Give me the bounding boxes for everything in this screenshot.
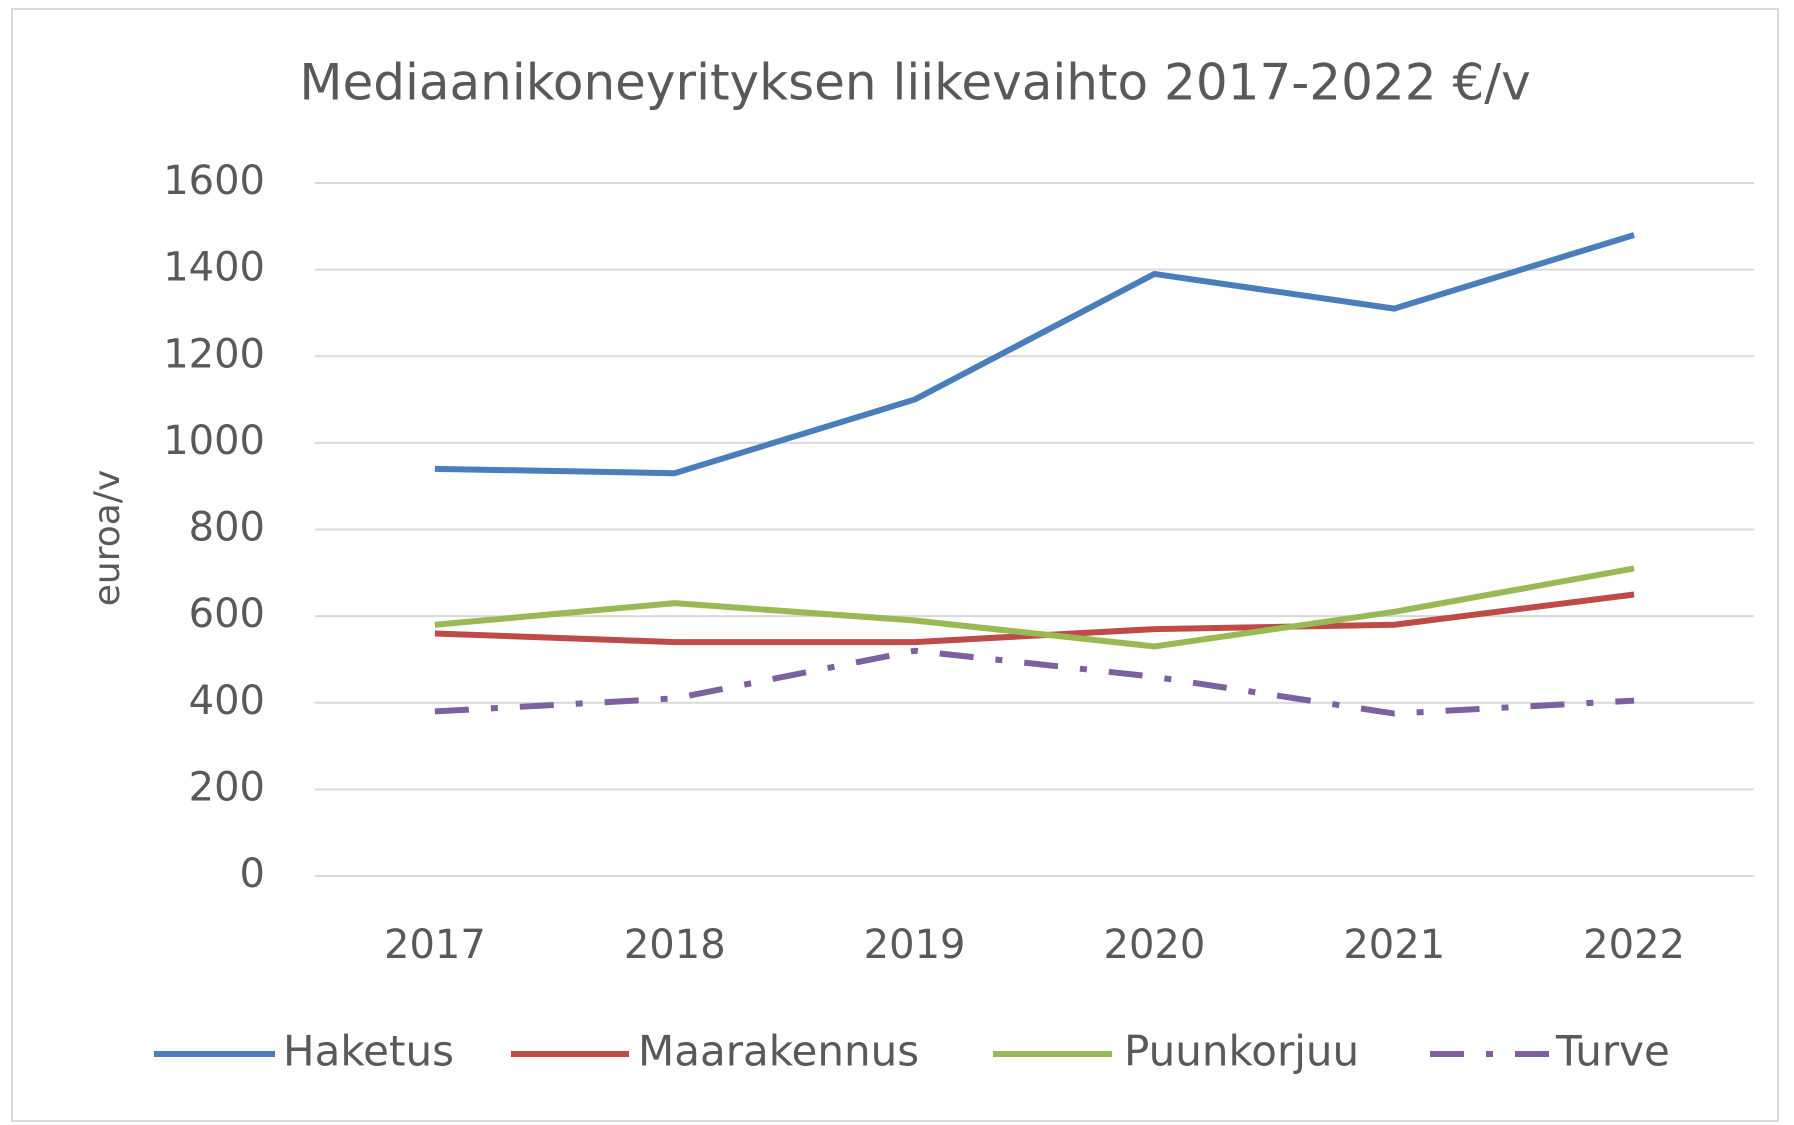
legend-label: Turve — [1555, 1027, 1670, 1076]
chart-frame — [11, 8, 1779, 1122]
x-tick-label: 2017 — [384, 922, 486, 968]
series-line — [434, 647, 1635, 717]
legend-label: Puunkorjuu — [1124, 1027, 1359, 1076]
y-tick-label: 0 — [240, 851, 265, 897]
x-tick-label: 2020 — [1104, 922, 1206, 968]
y-tick-label: 1600 — [163, 158, 265, 204]
x-tick-label: 2022 — [1583, 922, 1685, 968]
y-tick-label: 1400 — [163, 245, 265, 291]
y-tick-label: 800 — [189, 505, 265, 551]
y-tick-label: 200 — [189, 764, 265, 810]
y-axis-label: euroa/v — [87, 470, 128, 607]
series-line — [434, 565, 1635, 650]
y-tick-label: 1200 — [163, 331, 265, 377]
x-tick-label: 2019 — [864, 922, 966, 968]
x-tick-label: 2021 — [1343, 922, 1445, 968]
y-tick-label: 600 — [189, 591, 265, 637]
chart-title: Mediaanikoneyrityksen liikevaihto 2017-2… — [299, 54, 1530, 112]
y-tick-label: 400 — [189, 678, 265, 724]
y-tick-label: 1000 — [163, 418, 265, 464]
x-tick-label: 2018 — [624, 922, 726, 968]
legend-label: Maarakennus — [638, 1027, 919, 1076]
legend-label: Haketus — [283, 1027, 454, 1076]
series-line — [434, 232, 1635, 477]
